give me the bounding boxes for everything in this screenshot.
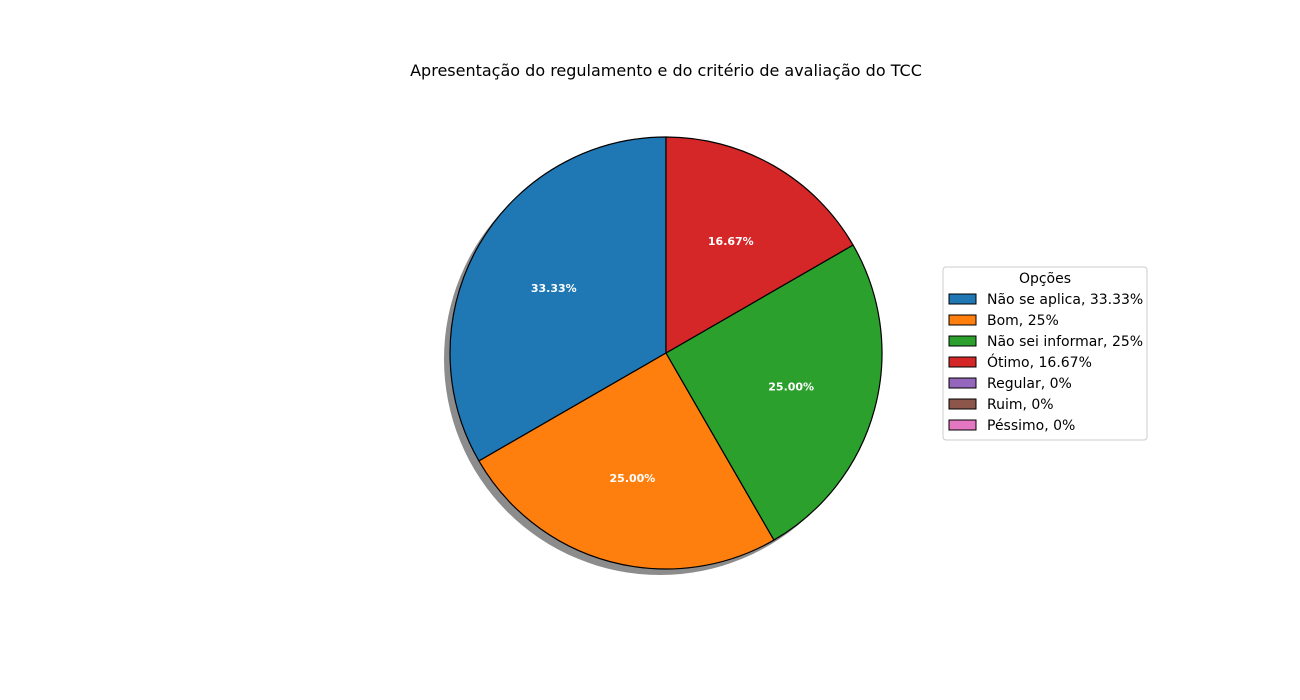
- legend-frame: [942, 266, 1148, 441]
- pie-slice-2: [665, 244, 883, 541]
- legend-label-6: Péssimo, 0%: [987, 418, 1075, 434]
- legend-swatch-3: [948, 356, 977, 368]
- pie-percent-labels: 33.33% 25.00% 25.00% 16.67%: [531, 235, 814, 485]
- legend-swatch-0: [948, 293, 977, 305]
- legend-label-5: Ruim, 0%: [987, 397, 1054, 413]
- pie-percent-label-3: 16.67%: [708, 235, 754, 248]
- legend-label-3: Ótimo, 16.67%: [987, 353, 1092, 371]
- legend-title: Opções: [1019, 271, 1071, 287]
- legend-swatch-5: [948, 398, 977, 410]
- pie-slice-0: [449, 136, 667, 462]
- pie-slice-3: [665, 136, 854, 354]
- legend-label-1: Bom, 25%: [987, 313, 1059, 329]
- pie-slices: [449, 136, 883, 570]
- chart-title: Apresentação do regulamento e do critéri…: [410, 61, 922, 80]
- legend-label-0: Não se aplica, 33.33%: [987, 292, 1143, 308]
- legend-label-4: Regular, 0%: [987, 376, 1072, 392]
- pie-percent-label-0: 33.33%: [531, 282, 577, 295]
- pie-slice-1: [478, 352, 775, 570]
- legend-swatch-2: [948, 335, 977, 347]
- legend-swatch-4: [948, 377, 977, 389]
- pie-percent-label-2: 25.00%: [768, 381, 814, 394]
- legend-swatch-1: [948, 314, 977, 326]
- legend-swatch-6: [948, 419, 977, 431]
- legend: Opções Não se aplica, 33.33% Bom, 25% Não …: [942, 266, 1148, 441]
- legend-label-2: Não sei informar, 25%: [987, 334, 1143, 350]
- pie-percent-label-1: 25.00%: [610, 472, 656, 485]
